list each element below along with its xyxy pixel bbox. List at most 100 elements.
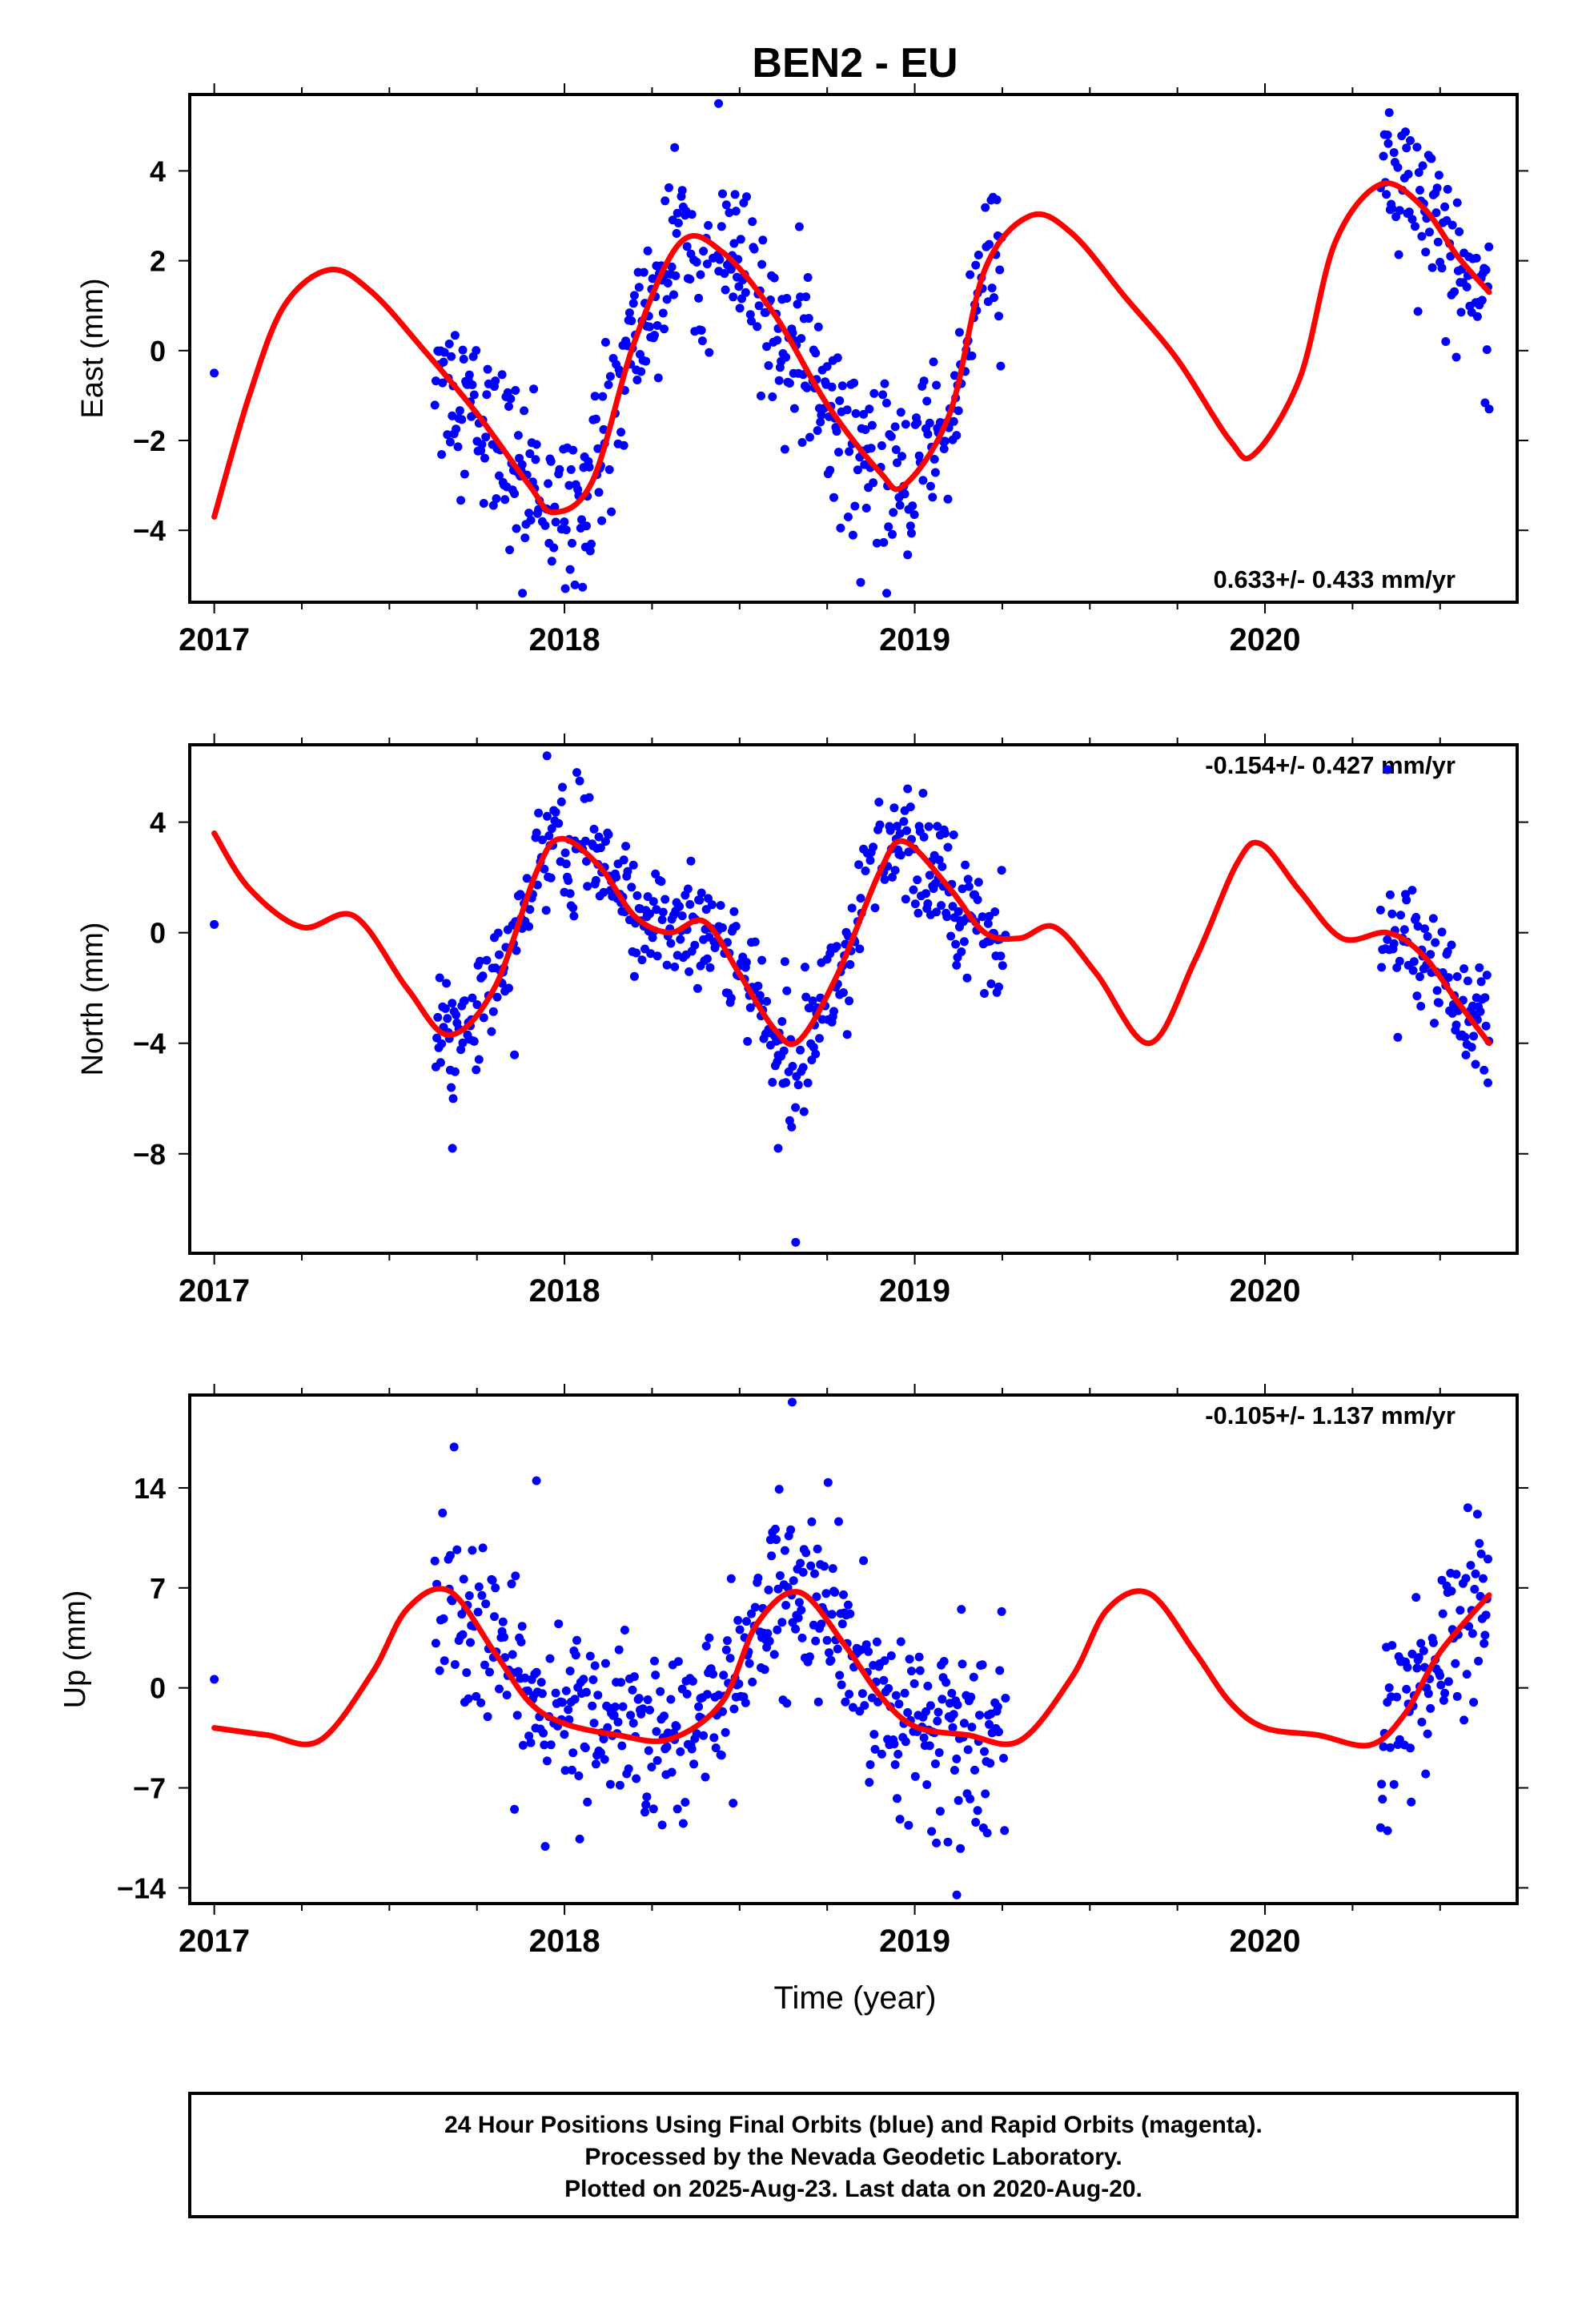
data-point	[460, 996, 469, 1006]
data-point	[1480, 1638, 1489, 1648]
data-point	[934, 855, 944, 865]
data-point	[780, 957, 789, 967]
data-point	[1460, 964, 1469, 974]
data-point	[583, 1797, 592, 1807]
data-point	[719, 1671, 729, 1680]
data-point	[985, 239, 994, 249]
y-tick-label: −14	[117, 1872, 166, 1904]
data-point	[491, 376, 500, 386]
data-point	[872, 1637, 881, 1647]
data-point	[718, 923, 727, 932]
data-point	[896, 408, 905, 417]
data-point	[1456, 308, 1466, 317]
data-point	[821, 1589, 831, 1598]
data-point	[781, 1601, 791, 1610]
data-point	[951, 939, 961, 949]
data-point	[742, 1617, 751, 1626]
data-point	[805, 1652, 814, 1662]
data-point	[591, 875, 600, 885]
data-point	[805, 1003, 814, 1013]
data-point	[975, 1711, 984, 1720]
data-point	[725, 1654, 735, 1663]
data-point	[620, 1626, 629, 1634]
footer-box: 24 Hour Positions Using Final Orbits (bl…	[188, 2092, 1519, 2218]
data-point	[842, 1030, 852, 1039]
data-point	[789, 404, 799, 413]
data-point	[647, 1763, 656, 1771]
data-point	[492, 992, 502, 1002]
data-point	[569, 911, 579, 921]
data-point	[564, 480, 574, 490]
data-point	[702, 954, 712, 963]
data-point	[749, 244, 759, 254]
data-point	[753, 322, 762, 332]
data-point	[440, 348, 449, 357]
data-point	[571, 1651, 580, 1660]
data-point	[1389, 939, 1399, 948]
data-point	[1419, 1646, 1428, 1655]
footer-line-3: Plotted on 2025-Aug-23. Last data on 202…	[564, 2176, 1142, 2202]
data-point	[472, 1691, 481, 1701]
data-point	[687, 210, 697, 219]
data-point	[657, 1820, 667, 1830]
data-point	[478, 971, 488, 981]
data-point	[476, 1698, 486, 1707]
data-point	[729, 292, 738, 302]
data-point	[627, 883, 636, 892]
data-point	[879, 537, 889, 547]
data-point	[893, 1794, 901, 1803]
data-point	[1447, 940, 1456, 950]
data-point	[591, 1759, 600, 1769]
data-point	[1403, 1663, 1412, 1672]
data-point	[1468, 1629, 1477, 1638]
data-point	[452, 1010, 461, 1019]
data-point	[855, 1707, 865, 1716]
data-point	[568, 1748, 578, 1758]
data-point	[813, 426, 822, 436]
data-point	[456, 496, 466, 505]
data-point	[954, 328, 964, 337]
data-point	[1443, 1677, 1453, 1687]
data-point	[540, 521, 550, 530]
data-point	[1484, 404, 1494, 414]
x-tick-label: 2020	[1230, 622, 1301, 657]
data-point	[1443, 947, 1452, 956]
y-tick-label: 7	[150, 1572, 166, 1605]
data-point	[1437, 263, 1447, 273]
data-point	[656, 877, 666, 887]
data-point	[829, 1007, 838, 1016]
data-point	[971, 260, 981, 270]
data-point	[1401, 127, 1410, 137]
data-point	[764, 1585, 773, 1594]
data-point	[662, 960, 672, 970]
data-point	[488, 1007, 498, 1016]
data-point	[994, 982, 1003, 991]
data-point	[1427, 154, 1436, 163]
data-point	[667, 262, 677, 271]
data-point	[1385, 1743, 1395, 1752]
data-point	[589, 1719, 599, 1728]
data-point	[777, 1017, 787, 1026]
data-point	[1375, 1823, 1385, 1832]
data-point	[493, 928, 503, 938]
data-point	[477, 440, 487, 449]
data-point	[998, 961, 1007, 971]
figure-title: BEN2 - EU	[752, 40, 958, 86]
data-point	[580, 836, 590, 846]
data-point	[450, 1067, 460, 1076]
data-point	[574, 1771, 584, 1780]
data-point	[830, 1587, 840, 1597]
data-point	[865, 855, 875, 865]
data-point	[637, 955, 647, 965]
data-point	[558, 1698, 567, 1707]
data-point	[1425, 227, 1434, 237]
data-point	[449, 1442, 459, 1452]
data-point	[572, 1635, 581, 1645]
data-point	[670, 962, 680, 971]
data-point	[653, 373, 663, 383]
data-point	[645, 1705, 654, 1715]
data-point	[799, 1107, 809, 1116]
data-point	[618, 1702, 628, 1711]
data-point	[735, 304, 745, 313]
data-point	[474, 1055, 484, 1064]
